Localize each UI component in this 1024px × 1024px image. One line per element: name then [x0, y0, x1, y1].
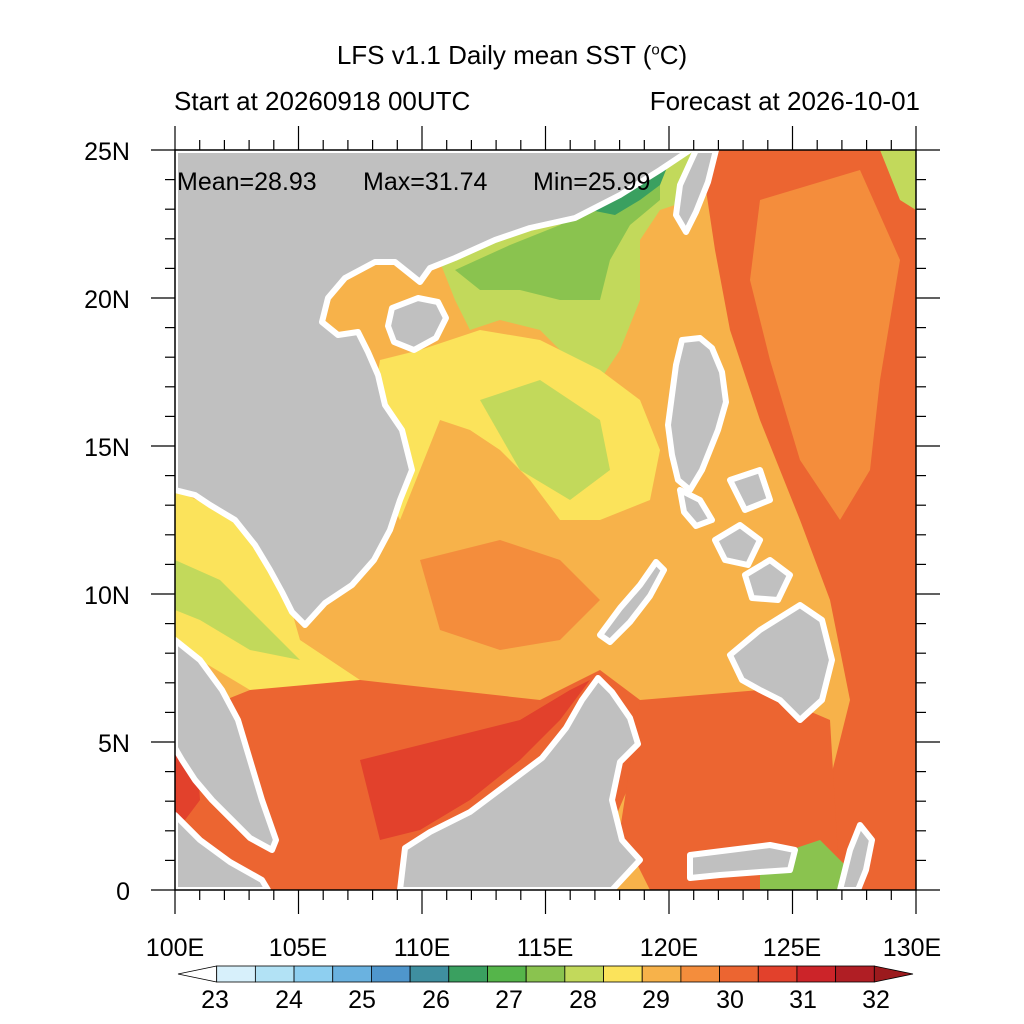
colorbar-label-26: 26	[422, 986, 450, 1014]
colorbar-swatch	[796, 965, 837, 983]
lon-label-115e: 115E	[517, 934, 574, 962]
colorbar-swatch	[216, 965, 256, 983]
lat-label-15n: 15N	[84, 434, 130, 462]
lon-label-130e: 130E	[883, 934, 941, 962]
colorbar	[177, 965, 914, 983]
land-taiwan	[673, 150, 719, 235]
sst-gulf-thailand	[175, 490, 360, 700]
land-visayas-1	[712, 522, 763, 568]
land-sulawesi	[687, 842, 798, 881]
sst-east-patch	[750, 170, 900, 520]
land-sumatra	[175, 812, 271, 890]
colorbar-swatch	[177, 965, 218, 983]
colorbar-label-29: 29	[642, 986, 670, 1014]
land-malay	[175, 637, 279, 853]
colorbar-label-30: 30	[716, 986, 744, 1014]
sst-gulf-green	[175, 560, 300, 660]
land-mindoro	[677, 487, 715, 529]
colorbar-label-28: 28	[569, 986, 597, 1014]
land-luzon	[665, 335, 729, 493]
colorbar-swatch	[603, 965, 643, 983]
colorbar-label-32: 32	[862, 986, 890, 1014]
sst-central-green	[480, 380, 610, 500]
colorbar-label-23: 23	[201, 986, 229, 1014]
colorbar-swatch	[680, 965, 720, 983]
lon-label-120e: 120E	[640, 934, 698, 962]
colorbar-swatch	[719, 965, 759, 983]
colorbar-swatch	[332, 965, 372, 983]
colorbar-swatch	[293, 965, 334, 983]
sst-borneo-hot	[360, 680, 590, 840]
land-halmahera	[837, 822, 875, 890]
land-mindanao	[727, 602, 835, 723]
lat-label-10n: 10N	[84, 582, 130, 610]
colorbar-label-24: 24	[275, 986, 303, 1014]
start-time-label: Start at 20260918 00UTC	[174, 86, 471, 116]
sst-ne-cool	[880, 150, 916, 210]
land-visayas-2	[742, 557, 793, 603]
colorbar-swatch	[371, 965, 411, 983]
colorbar-swatch	[254, 965, 295, 983]
colorbar-swatch	[641, 965, 682, 983]
colorbar-swatch	[835, 965, 875, 983]
colorbar-label-27: 27	[495, 986, 523, 1014]
sst-central-orange	[420, 540, 600, 650]
land-masses	[175, 150, 875, 890]
land-samar	[727, 467, 773, 513]
land-hainan	[385, 295, 449, 353]
colorbar-swatch	[409, 965, 450, 983]
map-title: LFS v1.1 Daily mean SST (oC)	[336, 40, 688, 70]
colorbar-swatch	[564, 965, 604, 983]
land-indochina	[175, 150, 693, 628]
lat-label-5n: 5N	[98, 730, 130, 758]
colorbar-swatch	[525, 965, 566, 983]
lon-label-105e: 105E	[269, 934, 327, 962]
sst-field	[175, 150, 916, 890]
colorbar-label-25: 25	[348, 986, 376, 1014]
colorbar-swatch	[487, 965, 527, 983]
axis-ticks	[151, 126, 940, 914]
land-borneo	[397, 675, 643, 890]
colorbar-swatch	[757, 965, 798, 983]
lat-label-25n: 25N	[84, 138, 130, 166]
land-palawan	[597, 559, 667, 645]
stat-max: Max=31.74	[363, 168, 487, 196]
forecast-time-label: Forecast at 2026-10-01	[649, 86, 920, 116]
lon-label-125e: 125E	[763, 934, 821, 962]
colorbar-swatch	[873, 965, 914, 983]
lon-label-100e: 100E	[146, 934, 204, 962]
colorbar-label-31: 31	[789, 986, 817, 1014]
lat-label-0: 0	[116, 878, 130, 906]
colorbar-swatch	[448, 965, 488, 983]
sst-celebes	[620, 690, 840, 890]
lat-label-20n: 20N	[84, 286, 130, 314]
lon-label-110e: 110E	[394, 934, 451, 962]
stat-mean: Mean=28.93	[177, 168, 317, 196]
stat-min: Min=25.99	[533, 168, 650, 196]
